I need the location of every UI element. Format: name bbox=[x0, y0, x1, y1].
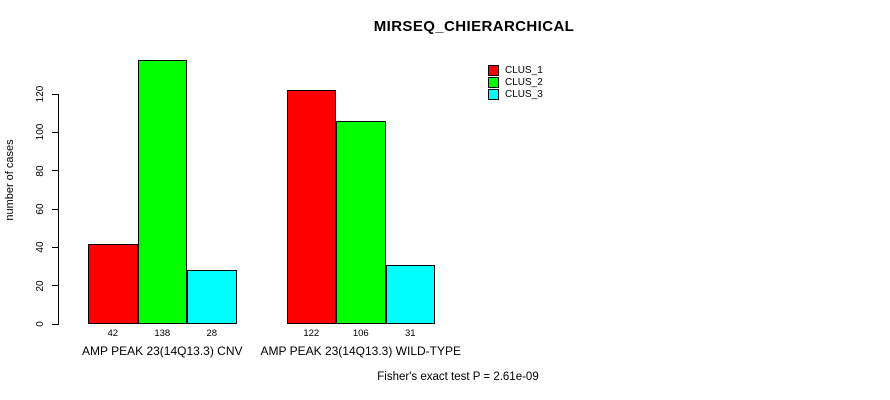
legend-item-clus_2: CLUS_2 bbox=[488, 76, 543, 89]
y-tick-mark bbox=[52, 323, 58, 325]
bar-value-label: 31 bbox=[404, 328, 416, 339]
bar-clus_1-group1 bbox=[88, 243, 138, 324]
bar-clus_1-group2 bbox=[286, 90, 336, 324]
legend-label: CLUS_2 bbox=[505, 77, 543, 89]
legend-swatch-icon bbox=[488, 64, 499, 76]
y-axis-label: number of cases bbox=[4, 139, 16, 221]
category-label: AMP PEAK 23(14Q13.3) WILD-TYPE bbox=[260, 344, 462, 358]
y-tick-label: 100 bbox=[35, 123, 46, 141]
y-tick-mark bbox=[52, 246, 58, 248]
y-tick-mark bbox=[52, 285, 58, 287]
y-tick-mark bbox=[52, 93, 58, 95]
bar-value-label: 28 bbox=[206, 328, 218, 339]
bar-value-label: 122 bbox=[303, 328, 320, 339]
bar-clus_2-group1 bbox=[137, 59, 187, 324]
legend-swatch-icon bbox=[488, 89, 499, 101]
bar-clus_3-group2 bbox=[385, 264, 435, 324]
y-tick-mark bbox=[52, 170, 58, 172]
bar-value-label: 138 bbox=[154, 328, 171, 339]
legend-swatch-icon bbox=[488, 77, 499, 89]
legend-label: CLUS_1 bbox=[505, 64, 543, 76]
legend-label: CLUS_3 bbox=[505, 89, 543, 101]
legend: CLUS_1 CLUS_2 CLUS_3 bbox=[488, 64, 543, 101]
legend-item-clus_3: CLUS_3 bbox=[488, 89, 543, 101]
bar-clus_2-group2 bbox=[336, 120, 386, 324]
y-tick-label: 60 bbox=[35, 203, 46, 215]
y-tick-mark bbox=[52, 131, 58, 133]
bar-value-label: 106 bbox=[352, 328, 369, 339]
y-tick-label: 20 bbox=[35, 280, 46, 292]
bar-clus_3-group1 bbox=[187, 270, 237, 324]
y-tick-label: 40 bbox=[35, 241, 46, 253]
y-tick-label: 80 bbox=[35, 165, 46, 177]
y-tick-mark bbox=[52, 208, 58, 210]
category-label: AMP PEAK 23(14Q13.3) CNV bbox=[81, 344, 243, 358]
y-tick-label: 0 bbox=[35, 321, 46, 327]
y-axis-line bbox=[58, 94, 59, 325]
y-tick-label: 120 bbox=[35, 85, 46, 103]
bar-value-label: 42 bbox=[107, 328, 119, 339]
fisher-test-annotation: Fisher's exact test P = 2.61e-09 bbox=[377, 371, 539, 383]
legend-item-clus_1: CLUS_1 bbox=[488, 64, 543, 76]
chart-title: MIRSEQ_CHIERARCHICAL bbox=[373, 18, 575, 35]
